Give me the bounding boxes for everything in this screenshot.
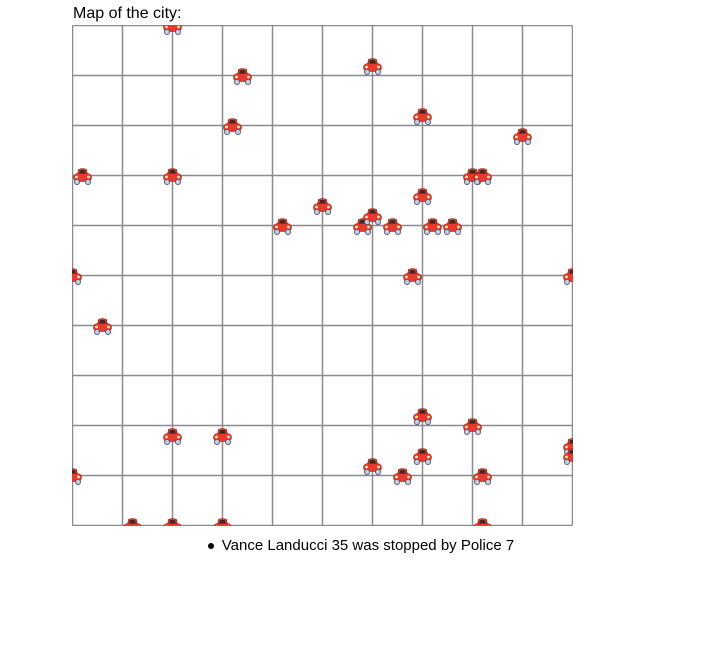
- red-car-icon: [163, 518, 182, 526]
- red-car-icon: [403, 268, 422, 285]
- red-car-icon: [393, 468, 412, 485]
- red-car-icon: [163, 168, 182, 185]
- cars-layer: [72, 25, 573, 526]
- red-car-icon: [163, 428, 182, 445]
- red-car-icon: [233, 68, 252, 85]
- red-car-icon: [213, 428, 232, 445]
- red-car-icon: [513, 128, 532, 145]
- red-car-icon: [313, 198, 332, 215]
- red-car-icon: [93, 318, 112, 335]
- red-car-icon: [563, 268, 573, 285]
- red-car-icon: [353, 218, 372, 235]
- event-item: Vance Landucci 35 was stopped by Police …: [207, 536, 514, 556]
- red-car-icon: [413, 408, 432, 425]
- red-car-icon: [443, 218, 462, 235]
- red-car-icon: [413, 108, 432, 125]
- red-car-icon: [473, 468, 492, 485]
- red-car-icon: [72, 268, 82, 285]
- event-list: Vance Landucci 35 was stopped by Police …: [0, 536, 722, 556]
- red-car-icon: [383, 218, 402, 235]
- red-car-icon: [273, 218, 292, 235]
- street-grid: [72, 25, 573, 526]
- red-car-icon: [363, 208, 382, 225]
- red-car-icon: [73, 168, 92, 185]
- red-car-icon: [413, 188, 432, 205]
- red-car-icon: [463, 418, 482, 435]
- red-car-icon: [223, 118, 242, 135]
- red-car-icon: [423, 218, 442, 235]
- map-title: Map of the city:: [73, 5, 182, 22]
- red-car-icon: [363, 58, 382, 75]
- red-car-icon: [413, 448, 432, 465]
- red-car-icon: [363, 458, 382, 475]
- red-car-icon: [163, 25, 182, 35]
- city-map: [72, 25, 573, 526]
- red-car-icon: [72, 468, 82, 485]
- red-car-icon: [123, 518, 142, 526]
- red-car-icon: [213, 518, 232, 526]
- red-car-icon: [473, 518, 492, 526]
- city-map-canvas: [72, 25, 573, 526]
- red-car-icon: [473, 168, 492, 185]
- red-car-icon: [563, 448, 573, 465]
